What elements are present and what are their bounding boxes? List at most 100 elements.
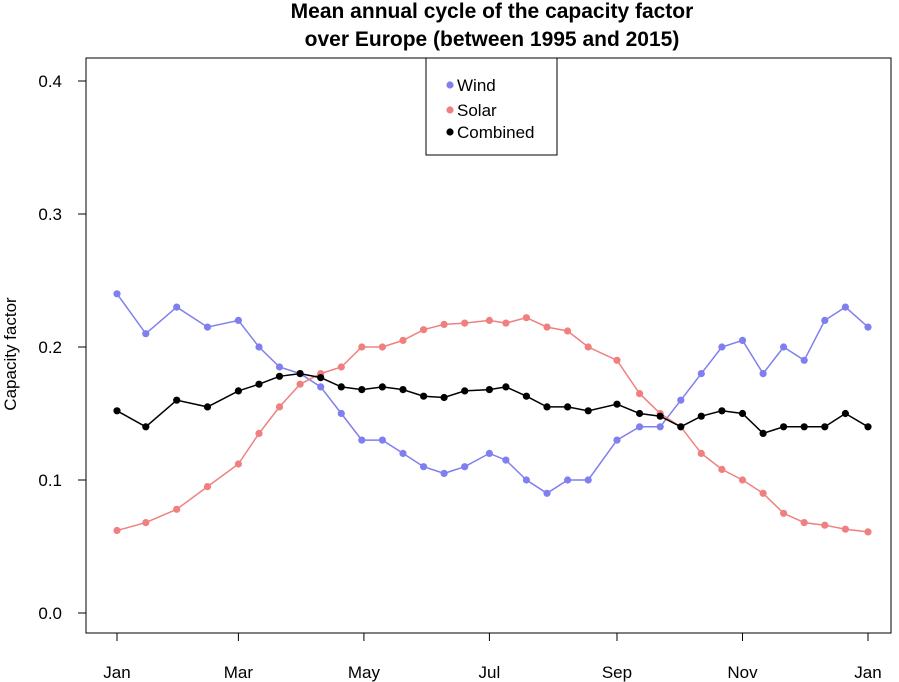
legend-marker-solar	[446, 106, 454, 114]
data-point-wind	[718, 343, 726, 351]
data-point-wind	[113, 290, 121, 298]
data-point-combined	[317, 374, 325, 382]
data-point-wind	[420, 463, 428, 471]
y-axis-title: Capacity factor	[1, 297, 20, 411]
legend-box	[425, 57, 558, 156]
data-point-solar	[841, 525, 850, 533]
data-point-wind	[543, 489, 551, 497]
data-point-solar	[358, 343, 366, 351]
data-point-combined	[337, 383, 345, 391]
data-point-wind	[255, 343, 263, 351]
data-point-wind	[821, 316, 829, 324]
data-point-solar	[718, 465, 726, 473]
y-tick-label: 0.2	[38, 338, 62, 357]
data-point-combined	[697, 412, 705, 420]
data-point-wind	[485, 449, 493, 457]
data-point-combined	[203, 403, 212, 411]
data-point-wind	[522, 476, 531, 484]
data-point-combined	[358, 386, 366, 394]
data-point-solar	[613, 356, 621, 364]
chart-title-line-2: over Europe (between 1995 and 2015)	[305, 28, 680, 51]
data-point-wind	[440, 469, 448, 477]
data-point-solar	[203, 483, 212, 491]
data-point-combined	[399, 386, 407, 394]
data-point-wind	[358, 436, 366, 444]
data-point-solar	[337, 363, 345, 371]
data-point-combined	[677, 423, 685, 431]
x-tick-label: Jul	[479, 663, 501, 682]
data-point-combined	[564, 403, 572, 411]
data-point-solar	[800, 519, 808, 527]
series-solar	[113, 314, 872, 536]
data-point-wind	[399, 449, 407, 457]
data-point-wind	[800, 356, 808, 364]
data-point-combined	[738, 409, 747, 418]
data-point-wind	[142, 330, 150, 338]
data-point-solar	[113, 526, 121, 535]
data-point-combined	[378, 383, 386, 391]
data-point-combined	[275, 372, 284, 380]
data-point-combined	[841, 409, 850, 418]
data-point-solar	[759, 489, 767, 497]
data-point-solar	[485, 316, 493, 324]
x-axis: Jan Mar May Jul Sep Nov Jan	[103, 633, 882, 682]
data-point-wind	[697, 370, 705, 378]
data-point-wind	[337, 409, 345, 418]
series-line-solar	[116, 316, 869, 533]
y-tick-label: 0.4	[38, 72, 62, 91]
legend-marker-combined	[446, 128, 454, 136]
y-tick-label: 0.0	[38, 604, 62, 623]
data-point-combined	[420, 392, 428, 400]
data-point-combined	[800, 423, 808, 431]
data-point-combined	[864, 423, 872, 431]
data-point-wind	[234, 316, 242, 324]
data-point-wind	[613, 436, 621, 444]
data-point-combined	[485, 386, 493, 394]
legend-label-combined: Combined	[457, 123, 535, 142]
data-point-combined	[613, 400, 621, 408]
data-point-wind	[656, 423, 664, 431]
data-point-solar	[173, 505, 181, 513]
x-tick-label: Nov	[727, 663, 758, 682]
x-tick-label: Sep	[602, 663, 632, 682]
data-point-solar	[738, 476, 747, 484]
data-point-wind	[378, 436, 386, 444]
data-point-wind	[738, 336, 747, 344]
data-point-solar	[697, 449, 705, 457]
data-point-combined	[142, 423, 150, 431]
data-point-solar	[420, 326, 428, 334]
data-point-solar	[543, 323, 551, 331]
data-point-solar	[440, 320, 448, 328]
data-point-wind	[275, 363, 284, 371]
data-point-wind	[677, 396, 685, 404]
data-point-wind	[864, 323, 872, 331]
x-tick-label: Jan	[103, 663, 130, 682]
data-point-wind	[759, 370, 767, 378]
y-tick-label: 0.1	[38, 471, 62, 490]
x-tick-label: Mar	[224, 663, 254, 682]
data-point-solar	[584, 343, 592, 351]
series-line-wind	[116, 293, 869, 495]
data-point-combined	[255, 380, 263, 388]
data-point-combined	[522, 392, 531, 400]
data-point-solar	[142, 519, 150, 527]
x-tick-label: Jan	[854, 663, 881, 682]
chart-title-line-1: Mean annual cycle of the capacity factor	[291, 0, 694, 23]
data-point-combined	[543, 403, 551, 411]
data-point-combined	[173, 396, 181, 404]
data-point-wind	[203, 323, 212, 331]
series-layer	[113, 290, 872, 536]
data-point-combined	[502, 383, 510, 391]
data-point-wind	[317, 383, 325, 391]
data-point-solar	[780, 509, 788, 517]
data-point-combined	[234, 387, 242, 395]
series-line-combined	[116, 372, 869, 435]
data-point-solar	[296, 380, 304, 388]
data-point-combined	[461, 387, 469, 395]
data-point-combined	[759, 429, 767, 437]
data-point-combined	[440, 393, 448, 402]
y-axis: 0.0 0.1 0.2 0.3 0.4	[38, 72, 86, 623]
y-tick-label: 0.3	[38, 205, 62, 224]
data-point-solar	[864, 528, 872, 536]
